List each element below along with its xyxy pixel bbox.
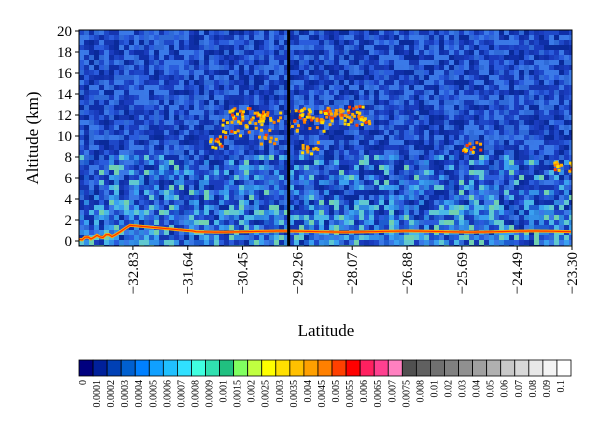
colorbar-swatch	[120, 359, 136, 377]
colorbar-swatch	[148, 359, 164, 377]
y-tick-label: 18	[57, 45, 72, 61]
colorbar-label: 0.04	[472, 380, 483, 398]
x-tick-label: −28.07	[345, 252, 361, 295]
colorbar-swatch	[415, 359, 431, 377]
y-axis-ticks: 0 2 4 6 8 10 12 14 16 18 20	[57, 24, 79, 250]
colorbar: 0 0.0001 0.0002 0.0003 0.0004 0.0005 0.0006 0.0…	[78, 359, 572, 408]
y-tick-label: 16	[57, 66, 73, 82]
colorbar-label: 0.008	[415, 380, 426, 403]
colorbar-label: 0.0035	[289, 380, 300, 408]
colorbar-swatch	[134, 359, 150, 377]
colorbar-label: 0.004	[303, 380, 314, 403]
colorbar-label: 0.07	[514, 380, 525, 398]
colorbar-swatch	[78, 359, 94, 377]
colorbar-label: 0.0065	[373, 380, 384, 408]
colorbar-swatch	[387, 359, 403, 377]
colorbar-swatch	[430, 359, 445, 377]
colorbar-label: 0.002	[247, 380, 258, 403]
colorbar-label: 0.0025	[261, 380, 272, 408]
colorbar-swatch	[542, 359, 558, 377]
y-tick-label: 14	[57, 87, 73, 103]
colorbar-label: 0.1	[556, 380, 567, 393]
colorbar-label: 0.0003	[120, 380, 131, 408]
y-tick-label: 2	[65, 213, 73, 229]
colorbar-label: 0.0002	[106, 380, 117, 408]
x-tick-label: −31.64	[181, 252, 197, 295]
y-tick-label: 0	[65, 234, 73, 250]
colorbar-label: 0.0006	[162, 380, 173, 408]
colorbar-label: 0.09	[542, 380, 553, 398]
y-tick-label: 20	[57, 24, 72, 40]
colorbar-swatch	[458, 359, 474, 377]
y-tick-label: 6	[65, 171, 73, 187]
y-tick-label: 4	[65, 192, 73, 208]
x-tick-label: −23.30	[565, 252, 581, 294]
x-tick-label: −26.88	[400, 252, 416, 294]
colorbar-swatch	[514, 359, 530, 377]
colorbar-label: 0.0055	[345, 380, 356, 408]
colorbar-label: 0.0075	[401, 380, 412, 408]
x-tick-label: −25.69	[455, 252, 471, 294]
surface-layer-core	[79, 224, 572, 241]
colorbar-label: 0.08	[528, 380, 539, 398]
colorbar-label: 0.02	[444, 380, 455, 398]
colorbar-label: 0.005	[331, 380, 342, 403]
colorbar-swatch	[92, 359, 108, 377]
heatmap-image	[79, 30, 572, 246]
x-tick-label: −30.45	[236, 252, 252, 294]
colorbar-swatch	[261, 359, 277, 377]
colorbar-swatch	[289, 359, 305, 377]
colorbar-label: 0.0004	[134, 380, 145, 408]
colorbar-swatch	[205, 359, 220, 377]
colorbar-swatch	[528, 359, 544, 377]
colorbar-swatch	[233, 359, 249, 377]
colorbar-swatch	[373, 359, 389, 377]
colorbar-swatch	[444, 359, 459, 377]
colorbar-label: 0.007	[387, 380, 398, 403]
colorbar-swatch	[345, 359, 361, 377]
colorbar-swatch	[303, 359, 319, 377]
x-axis-ticks: −32.83 −31.64 −30.45 −29.26 −28.07 −26.88 −25.…	[126, 246, 581, 294]
colorbar-label: 0.0001	[92, 380, 103, 408]
colorbar-swatch	[486, 359, 502, 377]
x-tick-label: −32.83	[126, 252, 142, 294]
colorbar-swatch	[331, 359, 347, 377]
colorbar-label: 0.0007	[176, 380, 187, 408]
colorbar-label: 0.01	[429, 380, 440, 398]
colorbar-swatch	[500, 359, 516, 377]
colorbar-swatch	[317, 359, 333, 377]
colorbar-swatch	[162, 359, 178, 377]
colorbar-swatch	[359, 359, 375, 377]
colorbar-label: 0.03	[458, 380, 469, 398]
colorbar-swatch	[472, 359, 488, 377]
y-tick-label: 10	[57, 129, 72, 145]
colorbar-swatch	[219, 359, 235, 377]
y-axis-label: Altitude (km)	[23, 91, 42, 184]
colorbar-label: 0.05	[486, 380, 497, 398]
colorbar-swatch	[401, 359, 417, 377]
colorbar-label: 0.0008	[191, 380, 202, 408]
colorbar-label: 0.006	[359, 380, 370, 403]
colorbar-swatch	[106, 359, 122, 377]
x-tick-label: −29.26	[290, 252, 306, 295]
colorbar-swatch	[247, 359, 263, 377]
plot-frame	[78, 29, 573, 247]
colorbar-label: 0.0015	[233, 380, 244, 408]
y-tick-label: 12	[57, 108, 72, 124]
colorbar-swatch	[556, 359, 572, 377]
colorbar-swatch	[275, 359, 291, 377]
y-tick-label: 8	[65, 150, 73, 166]
colorbar-swatch	[191, 359, 206, 377]
colorbar-label: 0.06	[500, 380, 511, 398]
colorbar-label: 0.0009	[205, 380, 216, 408]
colorbar-label: 0.0045	[317, 380, 328, 408]
x-axis-label: Latitude	[298, 321, 355, 340]
colorbar-label: 0.001	[219, 380, 230, 403]
x-tick-label: −24.49	[510, 252, 526, 294]
colorbar-label: 0	[78, 380, 89, 385]
colorbar-label: 0.003	[275, 380, 286, 403]
colorbar-swatch	[176, 359, 192, 377]
colorbar-label: 0.0005	[148, 380, 159, 408]
